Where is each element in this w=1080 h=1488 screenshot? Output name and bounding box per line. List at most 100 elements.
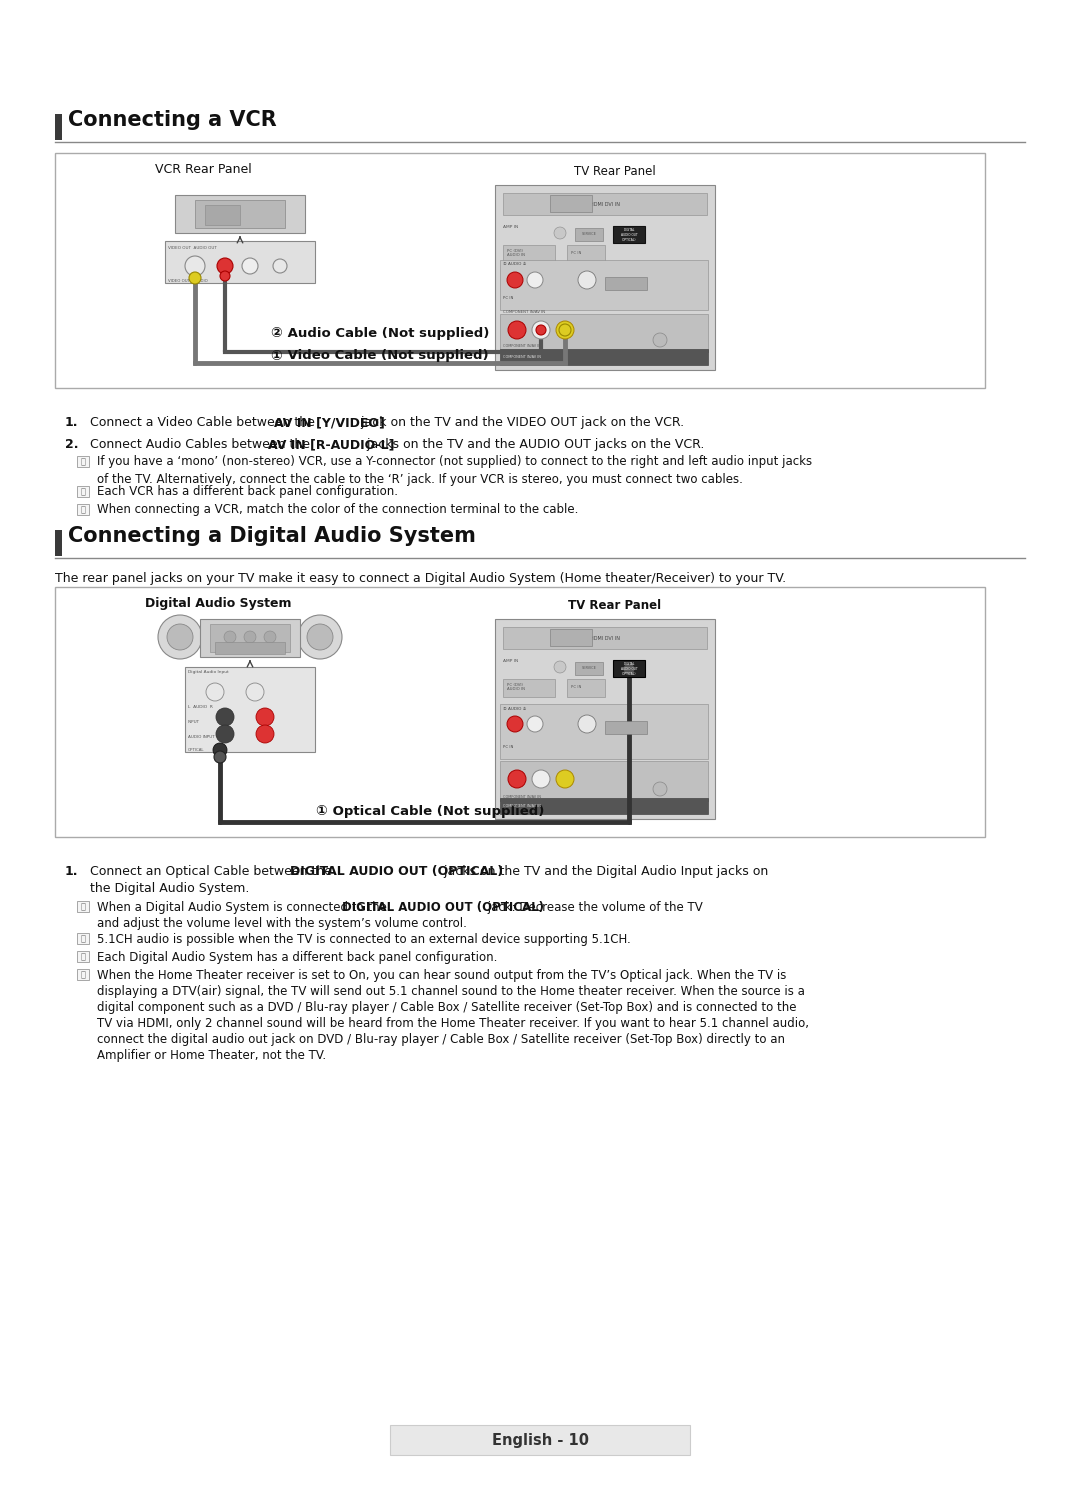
Text: ⓒ: ⓒ: [81, 952, 85, 961]
Bar: [503, 626, 707, 649]
Bar: [495, 619, 715, 818]
Text: AMP IN: AMP IN: [503, 225, 518, 229]
Text: PC IN: PC IN: [503, 296, 513, 301]
Text: COMPONENT IN/AV IN: COMPONENT IN/AV IN: [503, 356, 541, 359]
Text: VIDEO OUT    AUDIO: VIDEO OUT AUDIO: [168, 278, 207, 283]
Bar: [390, 1426, 690, 1455]
Text: HDMI DVI IN: HDMI DVI IN: [590, 635, 620, 640]
Text: ①: ①: [270, 350, 282, 363]
Text: AUDIO INPUT: AUDIO INPUT: [188, 735, 215, 740]
Text: Amplifier or Home Theater, not the TV.: Amplifier or Home Theater, not the TV.: [97, 1049, 326, 1061]
Bar: [550, 629, 592, 646]
Bar: [77, 487, 89, 497]
Text: The rear panel jacks on your TV make it easy to connect a Digital Audio System (: The rear panel jacks on your TV make it …: [55, 571, 786, 585]
Circle shape: [559, 324, 571, 336]
Bar: [195, 199, 285, 228]
Text: Video Cable (Not supplied): Video Cable (Not supplied): [283, 350, 488, 363]
Text: DIGITAL AUDIO OUT (OPTICAL): DIGITAL AUDIO OUT (OPTICAL): [341, 900, 544, 914]
Circle shape: [556, 769, 573, 789]
Text: Connect an Optical Cable between the: Connect an Optical Cable between the: [90, 865, 336, 878]
Text: TV Rear Panel: TV Rear Panel: [575, 165, 656, 179]
Circle shape: [167, 623, 193, 650]
Circle shape: [653, 333, 667, 347]
Bar: [185, 667, 315, 751]
Circle shape: [653, 783, 667, 796]
Text: INPUT: INPUT: [188, 720, 200, 725]
Bar: [77, 455, 89, 467]
Circle shape: [554, 661, 566, 673]
Bar: [500, 760, 708, 801]
Text: When connecting a VCR, match the color of the connection terminal to the cable.: When connecting a VCR, match the color o…: [97, 503, 579, 516]
Circle shape: [256, 725, 274, 743]
Bar: [55, 530, 62, 557]
Text: DIGITAL AUDIO OUT (OPTICAL): DIGITAL AUDIO OUT (OPTICAL): [289, 865, 503, 878]
Circle shape: [217, 257, 233, 274]
Circle shape: [206, 683, 224, 701]
Bar: [500, 350, 708, 365]
Circle shape: [189, 272, 201, 284]
Bar: [503, 193, 707, 214]
Text: When a Digital Audio System is connected to the: When a Digital Audio System is connected…: [97, 900, 391, 914]
Text: PC IN: PC IN: [571, 684, 581, 689]
Text: AV IN [Y/VIDEO]: AV IN [Y/VIDEO]: [273, 417, 384, 429]
Bar: [500, 260, 708, 310]
Text: 5.1CH audio is possible when the TV is connected to an external device supportin: 5.1CH audio is possible when the TV is c…: [97, 933, 631, 945]
Text: AMP IN: AMP IN: [503, 659, 518, 664]
Text: ⓒ: ⓒ: [81, 504, 85, 513]
Bar: [77, 969, 89, 981]
Circle shape: [578, 716, 596, 734]
Text: 2.: 2.: [65, 437, 79, 451]
Bar: [77, 504, 89, 515]
Text: Connect Audio Cables between the: Connect Audio Cables between the: [90, 437, 314, 451]
Circle shape: [298, 615, 342, 659]
Circle shape: [532, 769, 550, 789]
Circle shape: [220, 271, 230, 281]
Circle shape: [246, 683, 264, 701]
Text: ⓒ: ⓒ: [81, 487, 85, 496]
Text: the Digital Audio System.: the Digital Audio System.: [90, 882, 249, 894]
Circle shape: [507, 716, 523, 732]
Text: L  AUDIO  R: L AUDIO R: [188, 705, 213, 708]
Bar: [55, 153, 985, 388]
Circle shape: [527, 716, 543, 732]
Text: COMPONENT IN/AV IN: COMPONENT IN/AV IN: [503, 795, 541, 799]
Bar: [605, 277, 647, 290]
Text: DIGITAL
AUDIO OUT
(OPTICAL): DIGITAL AUDIO OUT (OPTICAL): [621, 228, 637, 241]
Text: AV IN [R-AUDIO-L]: AV IN [R-AUDIO-L]: [268, 437, 394, 451]
Circle shape: [213, 743, 227, 757]
Text: Digital Audio System: Digital Audio System: [145, 597, 292, 610]
Text: jacks on the TV and the Digital Audio Input jacks on: jacks on the TV and the Digital Audio In…: [441, 865, 769, 878]
Bar: [200, 619, 300, 658]
Bar: [77, 902, 89, 912]
Text: jacks on the TV and the AUDIO OUT jacks on the VCR.: jacks on the TV and the AUDIO OUT jacks …: [363, 437, 704, 451]
Text: COMPONENT IN/AV IN: COMPONENT IN/AV IN: [503, 804, 541, 808]
Circle shape: [256, 708, 274, 726]
Text: Ω: Ω: [658, 353, 663, 359]
Circle shape: [158, 615, 202, 659]
Circle shape: [527, 272, 543, 289]
Bar: [205, 205, 240, 225]
Text: TV Rear Panel: TV Rear Panel: [568, 600, 662, 612]
Text: ⓒ: ⓒ: [81, 934, 85, 943]
Text: ⓒ: ⓒ: [81, 970, 85, 979]
Circle shape: [536, 324, 546, 335]
Text: ②: ②: [270, 326, 282, 339]
Circle shape: [214, 751, 226, 763]
Circle shape: [216, 708, 234, 726]
Text: Digital Audio Input: Digital Audio Input: [188, 670, 229, 674]
Bar: [500, 314, 708, 353]
Text: Each VCR has a different back panel configuration.: Each VCR has a different back panel conf…: [97, 485, 399, 498]
Bar: [495, 185, 715, 371]
Circle shape: [532, 321, 550, 339]
Circle shape: [185, 256, 205, 275]
Text: DIGITAL
AUDIO OUT
(OPTICAL): DIGITAL AUDIO OUT (OPTICAL): [621, 662, 637, 676]
Bar: [613, 226, 645, 243]
Text: 1.: 1.: [65, 865, 79, 878]
Circle shape: [216, 725, 234, 743]
Bar: [503, 246, 555, 263]
Text: Connecting a Digital Audio System: Connecting a Digital Audio System: [68, 525, 476, 546]
Bar: [55, 586, 985, 836]
Text: connect the digital audio out jack on DVD / Blu-ray player / Cable Box / Satelli: connect the digital audio out jack on DV…: [97, 1033, 785, 1046]
Circle shape: [508, 321, 526, 339]
Bar: [575, 228, 603, 241]
